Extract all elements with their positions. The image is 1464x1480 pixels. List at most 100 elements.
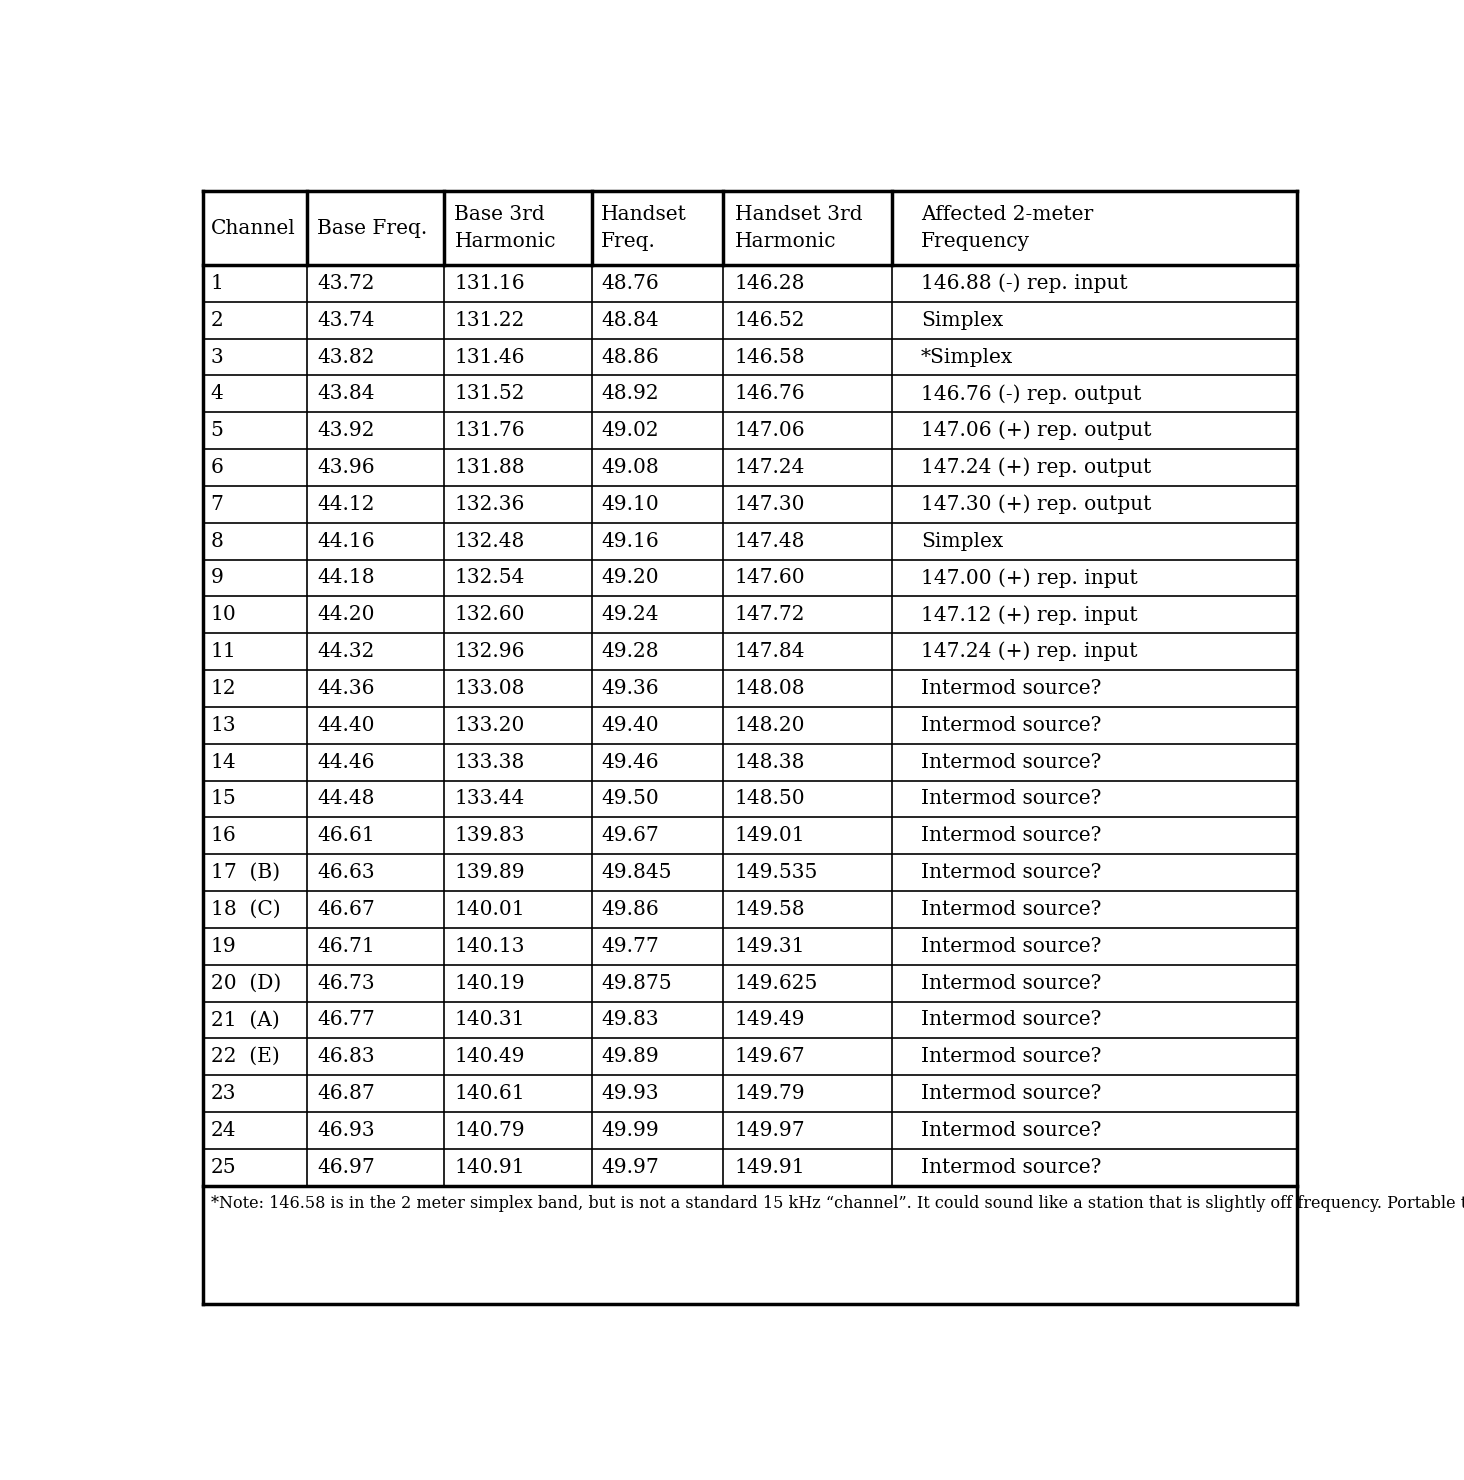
Text: 132.48: 132.48 [454,531,524,551]
Text: 19: 19 [211,937,237,956]
Text: 10: 10 [211,605,237,625]
Text: 49.40: 49.40 [600,716,659,734]
Text: Intermod source?: Intermod source? [921,1048,1101,1066]
Text: Channel: Channel [211,219,296,238]
Text: 43.74: 43.74 [316,311,375,330]
Text: 15: 15 [211,789,237,808]
Text: Handset
Freq.: Handset Freq. [600,206,687,250]
Text: 139.89: 139.89 [454,863,526,882]
Text: 7: 7 [211,494,224,514]
Text: 46.93: 46.93 [316,1120,375,1140]
Text: 4: 4 [211,385,224,404]
Text: 49.845: 49.845 [600,863,672,882]
Text: 8: 8 [211,531,224,551]
Text: 147.06: 147.06 [735,422,805,440]
Text: 147.60: 147.60 [735,568,805,588]
Text: 49.99: 49.99 [600,1120,659,1140]
Text: 44.48: 44.48 [316,789,375,808]
Text: Handset 3rd
Harmonic: Handset 3rd Harmonic [735,206,862,250]
Text: 46.71: 46.71 [316,937,375,956]
Text: 140.49: 140.49 [454,1048,526,1066]
Text: 46.61: 46.61 [316,826,375,845]
Text: 44.18: 44.18 [316,568,375,588]
Text: 140.19: 140.19 [454,974,526,993]
Text: 149.97: 149.97 [735,1120,805,1140]
Text: 140.79: 140.79 [454,1120,526,1140]
Text: 132.36: 132.36 [454,494,524,514]
Text: 147.06 (+) rep. output: 147.06 (+) rep. output [921,420,1151,441]
Text: 22  (E): 22 (E) [211,1048,280,1066]
Text: 11: 11 [211,642,237,662]
Text: 24: 24 [211,1120,236,1140]
Text: 147.84: 147.84 [735,642,805,662]
Text: 49.50: 49.50 [600,789,659,808]
Text: Affected 2-meter
Frequency: Affected 2-meter Frequency [921,206,1094,250]
Text: 46.63: 46.63 [316,863,375,882]
Text: 49.97: 49.97 [600,1157,659,1177]
Text: 46.77: 46.77 [316,1011,375,1030]
Text: 46.67: 46.67 [316,900,375,919]
Text: 133.44: 133.44 [454,789,524,808]
Text: 46.83: 46.83 [316,1048,375,1066]
Text: 132.96: 132.96 [454,642,526,662]
Text: 140.13: 140.13 [454,937,526,956]
Text: Simplex: Simplex [921,311,1003,330]
Text: 133.38: 133.38 [454,753,524,771]
Text: 20  (D): 20 (D) [211,974,281,993]
Text: 146.88 (-) rep. input: 146.88 (-) rep. input [921,274,1127,293]
Text: 147.00 (+) rep. input: 147.00 (+) rep. input [921,568,1138,588]
Text: 149.31: 149.31 [735,937,805,956]
Text: 147.12 (+) rep. input: 147.12 (+) rep. input [921,605,1138,625]
Text: 149.91: 149.91 [735,1157,805,1177]
Text: 9: 9 [211,568,224,588]
Text: 49.875: 49.875 [600,974,672,993]
Text: 49.20: 49.20 [600,568,659,588]
Text: 49.86: 49.86 [600,900,659,919]
Text: 49.36: 49.36 [600,679,659,699]
Text: 133.20: 133.20 [454,716,524,734]
Text: 49.28: 49.28 [600,642,659,662]
Text: 147.30 (+) rep. output: 147.30 (+) rep. output [921,494,1151,514]
Text: 131.52: 131.52 [454,385,526,404]
Text: 148.38: 148.38 [735,753,805,771]
Text: 131.22: 131.22 [454,311,524,330]
Text: 146.58: 146.58 [735,348,805,367]
Text: Intermod source?: Intermod source? [921,863,1101,882]
Text: 149.625: 149.625 [735,974,818,993]
Text: 139.83: 139.83 [454,826,526,845]
Text: 146.52: 146.52 [735,311,805,330]
Text: 43.84: 43.84 [316,385,375,404]
Text: Intermod source?: Intermod source? [921,974,1101,993]
Text: 146.76 (-) rep. output: 146.76 (-) rep. output [921,383,1142,404]
Text: 147.24 (+) rep. output: 147.24 (+) rep. output [921,457,1151,478]
Text: 49.46: 49.46 [600,753,659,771]
Text: 49.93: 49.93 [600,1083,659,1103]
Text: *Note: 146.58 is in the 2 meter simplex band, but is not a standard 15 kHz “chan: *Note: 146.58 is in the 2 meter simplex … [211,1194,1464,1212]
Text: 49.89: 49.89 [600,1048,659,1066]
Text: 140.91: 140.91 [454,1157,526,1177]
Text: 140.61: 140.61 [454,1083,526,1103]
Text: 147.72: 147.72 [735,605,805,625]
Text: Intermod source?: Intermod source? [921,679,1101,699]
Text: 131.76: 131.76 [454,422,526,440]
Text: Intermod source?: Intermod source? [921,753,1101,771]
Text: 131.88: 131.88 [454,457,526,477]
Text: Intermod source?: Intermod source? [921,789,1101,808]
Text: 43.82: 43.82 [316,348,375,367]
Text: Intermod source?: Intermod source? [921,1120,1101,1140]
Text: 48.76: 48.76 [600,274,659,293]
Text: Base Freq.: Base Freq. [316,219,427,238]
Text: *Simplex: *Simplex [921,348,1013,367]
Text: 49.08: 49.08 [600,457,659,477]
Text: 44.12: 44.12 [316,494,375,514]
Text: 43.92: 43.92 [316,422,375,440]
Text: 49.67: 49.67 [600,826,659,845]
Text: 146.28: 146.28 [735,274,805,293]
Text: 12: 12 [211,679,236,699]
Text: 140.31: 140.31 [454,1011,526,1030]
Text: 2: 2 [211,311,224,330]
Text: 148.08: 148.08 [735,679,805,699]
Text: 25: 25 [211,1157,236,1177]
Text: 46.87: 46.87 [316,1083,375,1103]
Text: 18  (C): 18 (C) [211,900,280,919]
